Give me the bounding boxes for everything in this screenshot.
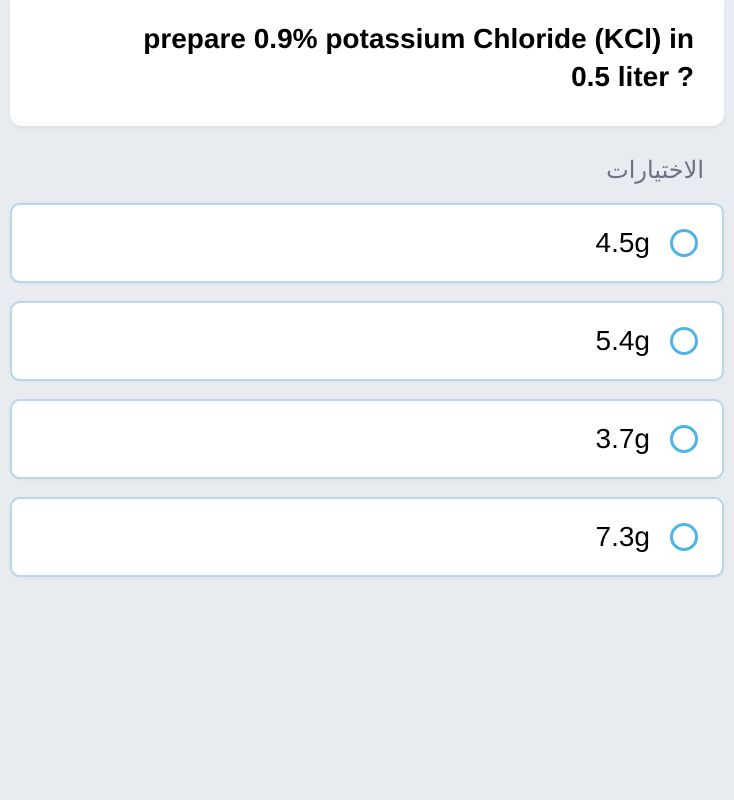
option-label: 7.3g: [596, 521, 651, 553]
option-4[interactable]: 7.3g: [10, 497, 724, 577]
choices-heading: الاختيارات: [0, 156, 704, 185]
option-2[interactable]: 5.4g: [10, 301, 724, 381]
option-3[interactable]: 3.7g: [10, 399, 724, 479]
options-container: 4.5g 5.4g 3.7g 7.3g: [0, 203, 734, 577]
option-label: 3.7g: [596, 423, 651, 455]
radio-icon: [670, 523, 698, 551]
option-1[interactable]: 4.5g: [10, 203, 724, 283]
radio-icon: [670, 229, 698, 257]
question-line-1: prepare 0.9% potassium Chloride (KCl) in: [143, 23, 694, 54]
option-label: 5.4g: [596, 325, 651, 357]
question-card: prepare 0.9% potassium Chloride (KCl) in…: [10, 0, 724, 126]
question-line-2: 0.5 liter ?: [571, 61, 694, 92]
option-label: 4.5g: [596, 227, 651, 259]
radio-icon: [670, 425, 698, 453]
radio-icon: [670, 327, 698, 355]
question-text: prepare 0.9% potassium Chloride (KCl) in…: [40, 20, 694, 96]
